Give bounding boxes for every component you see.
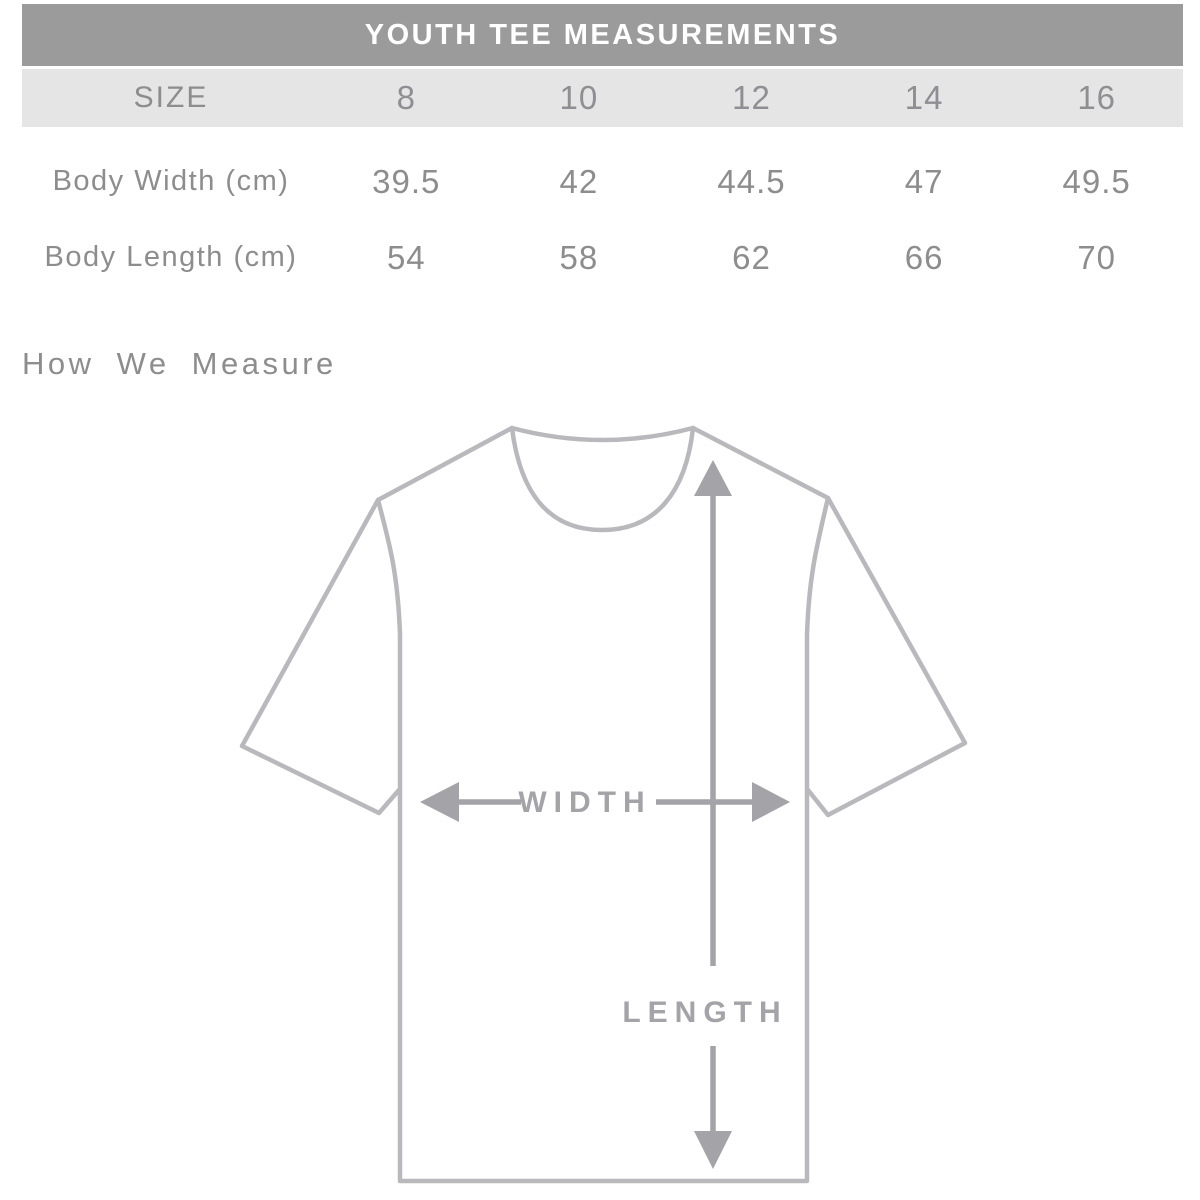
tee-measure-diagram: LENGTH WIDTH [239, 425, 968, 1184]
tee-body-outline [375, 425, 831, 1184]
table-row-body-width: Body Width (cm) 39.5 42 44.5 47 49.5 [22, 143, 1183, 220]
tee-front-collar [509, 425, 696, 533]
body-width-value: 42 [559, 162, 599, 200]
width-measure-arrow: WIDTH [420, 782, 790, 822]
size-option-16: 16 [1077, 79, 1117, 116]
row-label: Body Length (cm) [44, 241, 298, 273]
size-option-14: 14 [904, 79, 944, 116]
body-width-value: 47 [904, 162, 944, 200]
width-label: WIDTH [518, 786, 651, 819]
size-header-row: SIZE 8 10 12 14 16 [22, 69, 1183, 127]
arrow-right-icon [752, 782, 790, 822]
arrow-up-icon [694, 460, 732, 496]
tee-left-sleeve [239, 497, 402, 816]
size-option-10: 10 [559, 79, 599, 116]
tee-right-sleeve [805, 495, 968, 818]
body-length-value: 54 [386, 238, 426, 276]
body-length-value: 66 [904, 238, 944, 276]
table-header-bar: YOUTH TEE MEASUREMENTS [22, 4, 1183, 66]
arrow-down-icon [694, 1131, 732, 1169]
tee-back-collar [509, 425, 696, 443]
row-label: Body Width (cm) [52, 165, 290, 197]
tee-outline-illustration [239, 425, 968, 1184]
table-title: YOUTH TEE MEASUREMENTS [364, 18, 841, 51]
size-label: SIZE [133, 81, 209, 114]
body-width-value: 44.5 [717, 162, 786, 200]
body-width-value: 49.5 [1062, 162, 1131, 200]
length-measure-arrow: LENGTH [622, 460, 787, 1169]
body-length-value: 70 [1077, 238, 1117, 276]
body-length-value: 58 [559, 238, 599, 276]
length-label: LENGTH [622, 996, 787, 1029]
body-length-value: 62 [732, 238, 771, 276]
size-option-8: 8 [396, 79, 416, 116]
size-option-12: 12 [732, 79, 771, 116]
arrow-left-icon [420, 782, 459, 822]
table-row-body-length: Body Length (cm) 54 58 62 66 70 [22, 219, 1183, 296]
how-we-measure-heading: How We Measure [22, 346, 337, 381]
body-width-value: 39.5 [372, 162, 441, 200]
